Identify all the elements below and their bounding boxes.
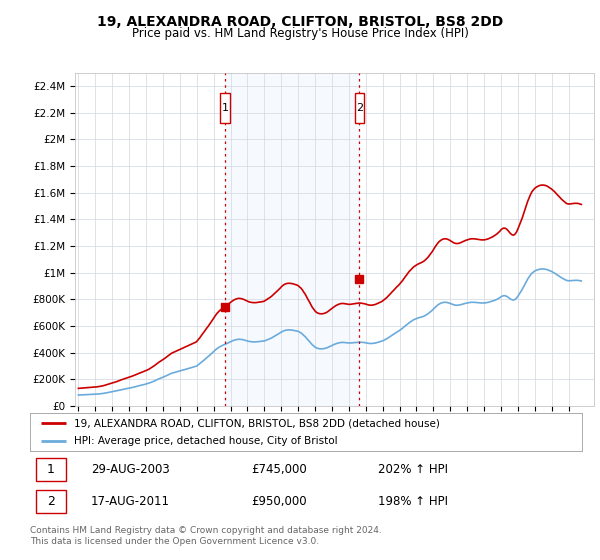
FancyBboxPatch shape <box>35 491 66 514</box>
Text: 2: 2 <box>356 103 363 113</box>
FancyBboxPatch shape <box>355 93 364 123</box>
Text: 2: 2 <box>47 496 55 508</box>
FancyBboxPatch shape <box>220 93 230 123</box>
Text: 1: 1 <box>47 463 55 476</box>
Text: Price paid vs. HM Land Registry's House Price Index (HPI): Price paid vs. HM Land Registry's House … <box>131 27 469 40</box>
Bar <box>225 73 359 406</box>
Text: 29-AUG-2003: 29-AUG-2003 <box>91 463 169 476</box>
Text: 19, ALEXANDRA ROAD, CLIFTON, BRISTOL, BS8 2DD: 19, ALEXANDRA ROAD, CLIFTON, BRISTOL, BS… <box>97 15 503 29</box>
Text: 19, ALEXANDRA ROAD, CLIFTON, BRISTOL, BS8 2DD (detached house): 19, ALEXANDRA ROAD, CLIFTON, BRISTOL, BS… <box>74 418 440 428</box>
Text: £950,000: £950,000 <box>251 496 307 508</box>
Text: HPI: Average price, detached house, City of Bristol: HPI: Average price, detached house, City… <box>74 436 338 446</box>
Text: 202% ↑ HPI: 202% ↑ HPI <box>378 463 448 476</box>
FancyBboxPatch shape <box>35 458 66 481</box>
Text: Contains HM Land Registry data © Crown copyright and database right 2024.
This d: Contains HM Land Registry data © Crown c… <box>30 526 382 546</box>
Text: £745,000: £745,000 <box>251 463 307 476</box>
Text: 1: 1 <box>221 103 229 113</box>
Text: 198% ↑ HPI: 198% ↑ HPI <box>378 496 448 508</box>
Text: 17-AUG-2011: 17-AUG-2011 <box>91 496 170 508</box>
